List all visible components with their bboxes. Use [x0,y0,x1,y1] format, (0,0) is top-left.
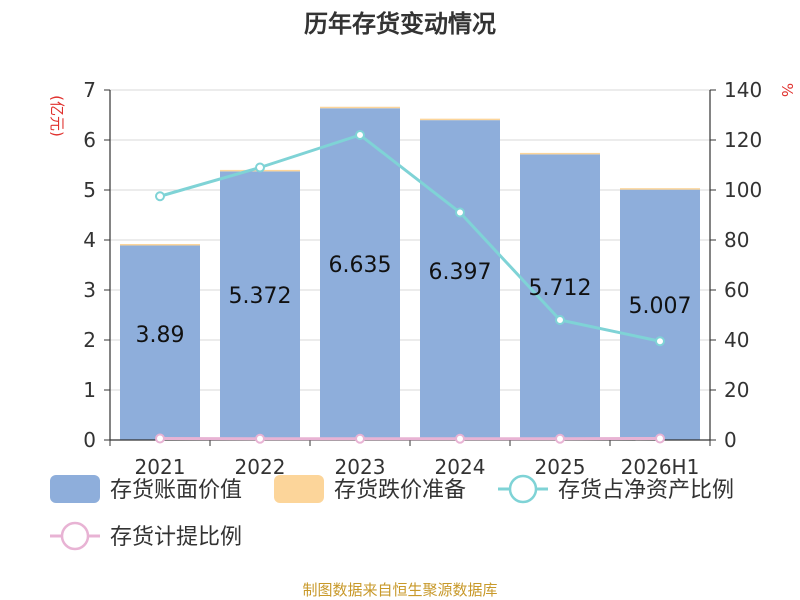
provision-ratio-point [355,433,365,444]
axes: 0 1 2 3 4 5 6 7 0 20 40 60 80 100 120 140 2021 2022 2023 20… [83,78,762,479]
left-tick-label: 3 [83,278,96,302]
left-tick-label: 6 [83,128,96,152]
bar-inventory-reserve [320,106,400,109]
left-axis-unit: (亿元) [48,95,66,137]
net-asset-ratio-point [255,162,265,173]
chart-title: 历年存货变动情况 [304,10,496,38]
right-tick-label: 100 [724,178,762,202]
bar-data-label: 5.007 [629,294,692,319]
source-note: 制图数据来自恒生聚源数据库 [302,581,497,599]
bar-inventory-value [620,189,700,440]
x-tick-label: 2025 [535,455,586,479]
left-tick-label: 1 [83,378,96,402]
legend-swatch-inventory-value [50,475,100,503]
legend-marker-net-asset-ratio [508,474,538,504]
net-asset-ratio-point [655,336,665,347]
data-labels: 3.89 5.372 6.635 6.397 5.712 5.007 [136,253,692,348]
grid-lines [110,89,710,441]
net-asset-ratio-point [555,315,565,325]
line-net-asset-ratio [159,133,661,343]
bar-inventory-value [320,108,400,440]
right-tick-label: 120 [724,128,762,152]
provision-ratio-point [255,433,265,444]
x-tick-label: 2024 [435,455,486,479]
bar-data-label: 6.397 [429,260,492,285]
bar-inventory-value [220,171,300,440]
right-axis-unit: % [778,83,796,97]
right-tick-label: 80 [724,228,749,252]
right-tick-label: 60 [724,278,749,302]
net-asset-ratio-point [455,207,465,218]
left-tick-label: 4 [83,228,96,252]
right-tick-label: 40 [724,328,749,352]
left-tick-label: 5 [83,178,96,202]
x-tick-label: 2023 [335,455,386,479]
net-asset-ratio-point [155,191,165,202]
legend-swatch-inventory-reserve [274,475,324,503]
bar-data-label: 3.89 [136,323,185,348]
legend-label: 存货计提比例 [110,525,242,550]
bar-inventory-value [520,154,600,440]
left-tick-label: 2 [83,328,96,352]
right-tick-label: 140 [724,78,762,102]
provision-ratio-point [155,433,165,444]
provision-ratio-point [655,433,665,444]
bars [120,106,700,441]
bar-data-label: 5.712 [529,276,592,301]
left-tick-label: 7 [83,78,96,102]
right-tick-label: 0 [724,428,737,452]
bar-inventory-reserve [620,188,700,190]
bar-inventory-value [420,120,500,441]
legend-marker-provision-ratio [60,521,90,551]
bar-data-label: 5.372 [229,284,292,309]
bar-data-label: 6.635 [329,253,392,278]
bar-inventory-value [120,245,200,440]
right-tick-label: 20 [724,378,749,402]
bar-inventory-reserve [420,118,500,121]
legend-label: 存货账面价值 [110,478,242,503]
x-tick-label: 2026H1 [621,455,700,479]
line-series [155,130,665,444]
left-tick-label: 0 [83,428,96,452]
provision-ratio-point [555,433,565,444]
legend-label: 存货占净资产比例 [558,478,734,503]
bar-inventory-reserve [520,152,600,155]
net-asset-ratio-point [355,130,365,140]
provision-ratio-point [455,433,465,444]
x-tick-label: 2022 [235,455,286,479]
bar-inventory-reserve [120,244,200,246]
x-tick-label: 2021 [135,455,186,479]
legend-label: 存货跌价准备 [334,478,466,503]
